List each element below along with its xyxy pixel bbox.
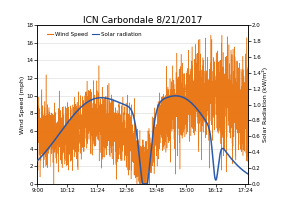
Y-axis label: Wind Speed (mph): Wind Speed (mph) (20, 75, 25, 134)
Legend: Wind Speed, Solar radiation: Wind Speed, Solar radiation (44, 29, 143, 39)
Y-axis label: Solar Radiation (kW/m²): Solar Radiation (kW/m²) (262, 67, 268, 142)
Title: ICN Carbondale 8/21/2017: ICN Carbondale 8/21/2017 (83, 15, 202, 24)
